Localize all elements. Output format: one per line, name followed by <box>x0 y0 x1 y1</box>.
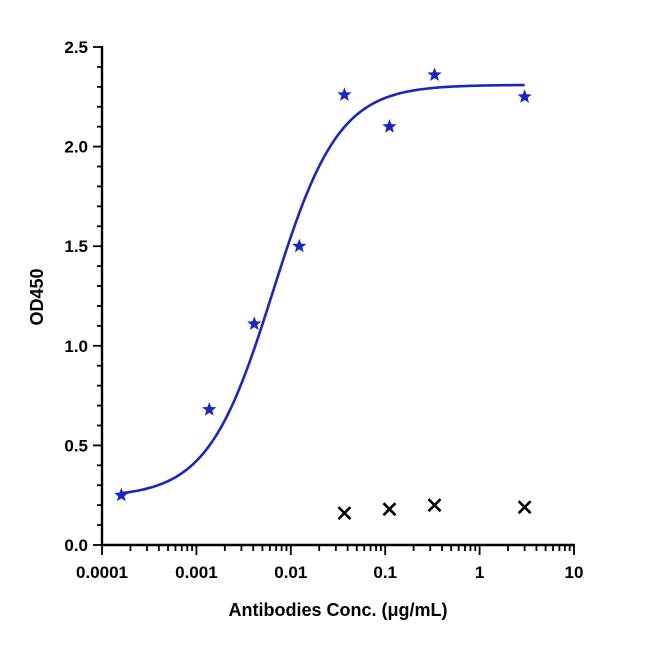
x-point <box>517 500 532 515</box>
y-tick-label: 1.5 <box>64 237 88 256</box>
x-axis-title: Antibodies Conc. (μg/mL) <box>229 600 448 620</box>
star-point <box>292 238 307 253</box>
star-point <box>382 119 397 133</box>
x-point <box>382 502 397 517</box>
star-point <box>202 402 217 416</box>
x-point <box>337 506 352 521</box>
x-tick-label: 1 <box>475 563 484 582</box>
star-point <box>114 487 129 502</box>
y-tick-label: 0.5 <box>64 436 88 455</box>
y-tick-label: 2.0 <box>64 138 88 157</box>
x-tick-label: 0.001 <box>175 563 218 582</box>
x-tick-label: 10 <box>565 563 584 582</box>
x-minor-ticks <box>129 545 571 551</box>
x-point <box>427 498 442 513</box>
x-tick-labels: 0.0001 0.001 0.01 0.1 1 10 <box>76 563 583 582</box>
star-point <box>247 316 262 330</box>
star-point <box>517 89 532 103</box>
y-tick-labels: 0.0 0.5 1.0 1.5 2.0 2.5 <box>64 38 88 555</box>
x-tick-label: 0.0001 <box>76 563 128 582</box>
data-points <box>114 67 532 521</box>
x-tick-label: 0.1 <box>373 563 397 582</box>
axes <box>93 46 575 555</box>
y-tick-label: 2.5 <box>64 38 88 57</box>
star-point <box>337 87 352 101</box>
fit-curve <box>121 83 525 495</box>
y-tick-label: 1.0 <box>64 337 88 356</box>
y-axis-title: OD450 <box>27 268 47 325</box>
y-tick-label: 0.0 <box>64 536 88 555</box>
x-tick-label: 0.01 <box>274 563 307 582</box>
star-point <box>427 67 442 81</box>
